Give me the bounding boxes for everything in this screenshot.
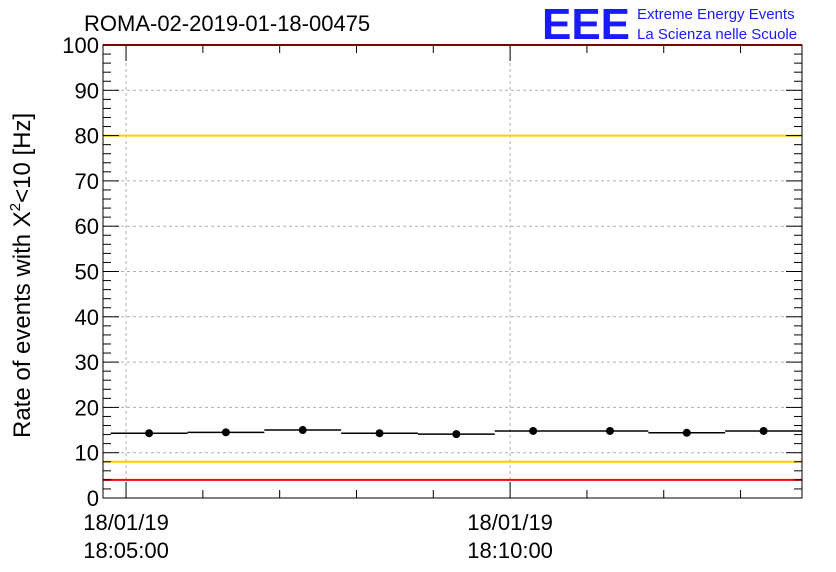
y-tick-label: 50	[75, 260, 99, 285]
data-point	[529, 426, 538, 435]
y-tick-label: 100	[62, 33, 99, 58]
reference-lines	[103, 44, 802, 481]
logo-mark: EEE	[542, 0, 630, 49]
logo-line-2: La Scienza nelle Scuole	[637, 26, 797, 43]
y-tick-label: 0	[87, 486, 99, 511]
y-tick-label: 60	[75, 214, 99, 239]
data-point	[759, 426, 768, 435]
data-point	[682, 428, 691, 437]
y-tick-label: 30	[75, 350, 99, 375]
y-tick-label: 70	[75, 169, 99, 194]
y-tick-label: 90	[75, 78, 99, 103]
data-series	[110, 426, 802, 439]
chart-title: ROMA-02-2019-01-18-00475	[84, 11, 370, 36]
y-tick-label: 40	[75, 305, 99, 330]
x-tick-label-date: 18/01/19	[467, 510, 553, 535]
data-point	[605, 426, 614, 435]
x-tick-label-date: 18/01/19	[83, 510, 169, 535]
eee-logo: EEE Extreme Energy Events La Scienza nel…	[542, 0, 797, 49]
y-tick-label: 10	[75, 441, 99, 466]
data-point	[221, 428, 230, 437]
tick-labels: 0 10 20 30 40 50 60 70 80 90 100 18/01/19 18:05:00 18…	[62, 33, 553, 563]
data-point	[145, 429, 154, 438]
grid-lines	[103, 45, 802, 498]
data-point	[375, 429, 384, 438]
logo-line-1: Extreme Energy Events	[637, 6, 795, 23]
y-axis-label: Rate of events with X2<10 [Hz]	[7, 113, 36, 438]
axis-ticks	[103, 44, 802, 499]
data-point	[298, 426, 307, 435]
data-point	[452, 430, 461, 439]
x-tick-label-time: 18:10:00	[467, 538, 553, 563]
x-tick-label-time: 18:05:00	[83, 538, 169, 563]
y-tick-label: 20	[75, 395, 99, 420]
y-tick-label: 80	[75, 124, 99, 149]
